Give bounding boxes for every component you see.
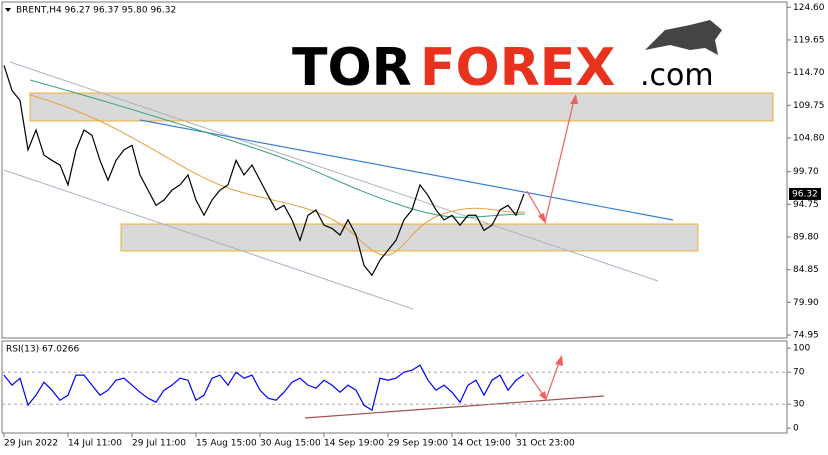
x-tick-label: 30 Aug 15:00 [260,439,321,449]
y-tick-label: 70 [793,368,805,378]
x-tick-label: 15 Aug 15:00 [196,439,257,449]
y-tick-label: 0 [793,424,799,434]
y-tick-label: 84.85 [793,265,819,275]
x-tick-label: 29 Jun 2022 [4,439,58,449]
logo-bull [645,20,722,55]
arrow-head [538,213,546,224]
y-tick-label: 79.90 [793,298,819,308]
logo-text: FOREX [420,38,615,98]
arrow-head [555,355,563,366]
menu-triangle [5,8,11,12]
y-tick-label: 109.75 [793,101,825,111]
x-tick-label: 14 Oct 19:00 [452,439,511,449]
logo-text: TOR [292,38,412,98]
y-tick-label: 124.60 [793,3,825,13]
price-tag-label: 96.32 [792,189,818,199]
y-tick-label: 94.75 [793,200,819,210]
rsi-panel [1,340,788,434]
y-tick-label: 74.95 [793,331,819,341]
y-tick-label: 99.70 [793,167,819,177]
y-tick-label: 104.80 [793,133,825,143]
x-tick-label: 31 Oct 23:00 [516,439,575,449]
price-line [3,65,525,277]
logo-text: .com [640,58,714,93]
y-tick-label: 30 [793,400,805,410]
chart-title: BRENT,H4 96.27 96.37 95.80 96.32 [16,6,176,16]
y-tick-label: 114.70 [793,68,825,78]
y-tick-label: 119.65 [793,35,825,45]
rsi-title: RSI(13) 67.0266 [6,345,79,355]
rsi-trend-line [304,395,605,419]
channel-line [3,169,414,310]
x-tick-label: 29 Jul 11:00 [132,439,186,449]
arrow-head [539,391,547,401]
y-tick-label: 100 [793,344,810,354]
x-tick-label: 14 Jul 11:00 [68,439,122,449]
moving-average [29,94,526,256]
channel-line [9,61,659,282]
arrow-head [570,94,578,104]
y-tick-label: 89.80 [793,233,819,243]
price-tag [789,187,821,200]
x-tick-label: 14 Sep 19:00 [324,439,384,449]
x-tick-label: 29 Sep 19:00 [388,439,448,449]
price-line [3,364,525,412]
moving-average [29,79,526,218]
price-panel [1,1,788,339]
trend-line [139,119,674,221]
